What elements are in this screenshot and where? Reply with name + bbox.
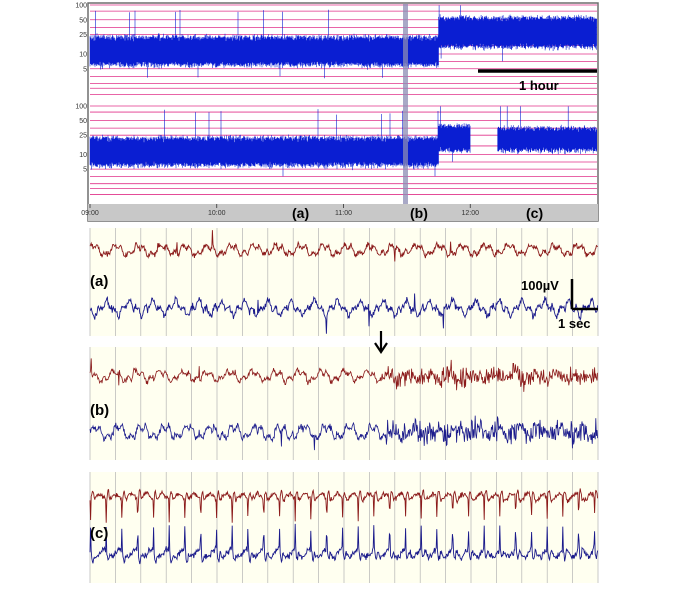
trend-trace-2 [89, 106, 597, 177]
voltage-time-scale: 100µV 1 sec [521, 278, 598, 331]
down-arrow-icon [374, 331, 388, 354]
time-scale-label: 1 sec [558, 316, 591, 331]
time-axis-bar [88, 204, 598, 221]
axis-segment-a-label: (a) [292, 205, 309, 221]
trend-y-tick-label: 50 [79, 118, 87, 125]
trend-traces [89, 5, 597, 177]
trend-trace-1 [89, 5, 597, 79]
trend-y-tick-label: 100 [75, 104, 87, 111]
eeg-panel-c [89, 472, 599, 583]
trend-x-tick-label: 12:00 [461, 210, 479, 217]
eeg-panel-b [89, 347, 599, 460]
eeg-channel-1-trace [89, 230, 598, 262]
trend-x-tick-label: 10:00 [208, 210, 226, 217]
trend-x-tick-label: 11:00 [335, 210, 352, 217]
trend-y-tick-label: 10 [79, 152, 87, 159]
eeg-channel-2-trace [89, 523, 599, 565]
voltage-scale-label: 100µV [521, 278, 559, 293]
trend-y-tick-label: 5 [83, 66, 87, 73]
panel-b-label: (b) [90, 402, 109, 419]
event-marker-line [403, 4, 408, 204]
hour-scale-bar: 1 hour [478, 69, 597, 93]
trend-y-tick-label: 5 [83, 167, 87, 174]
trend-y-tick-label: 50 [79, 17, 87, 24]
trend-x-ticks: 09:00 10:00 11:00 12:00 [81, 204, 479, 217]
hour-scale-label: 1 hour [519, 78, 559, 93]
panel-a-label: (a) [90, 273, 108, 290]
trend-y-tick-label: 25 [79, 32, 87, 39]
trend-y-ticks: 100 50 25 10 5 100 50 25 10 5 [75, 3, 87, 174]
eeg-channel-1-trace [89, 488, 599, 523]
trend-y-tick-label: 25 [79, 133, 87, 140]
trend-y-tick-label: 100 [75, 3, 87, 10]
axis-segment-b-label: (b) [410, 205, 428, 221]
trend-x-tick-label: 09:00 [81, 210, 99, 217]
trend-y-tick-label: 10 [79, 52, 87, 59]
eeg-panel-a [89, 228, 599, 336]
trend-panel: 100 50 25 10 5 100 50 25 10 5 1 hour 09:00 10:00 11… [75, 2, 599, 222]
panel-c-label: (c) [90, 525, 108, 542]
eeg-channel-1-trace [89, 358, 598, 392]
eeg-channel-2-trace [89, 293, 599, 334]
axis-segment-c-label: (c) [526, 205, 543, 221]
eeg-panels [89, 228, 599, 583]
eeg-channel-2-trace [89, 415, 598, 451]
